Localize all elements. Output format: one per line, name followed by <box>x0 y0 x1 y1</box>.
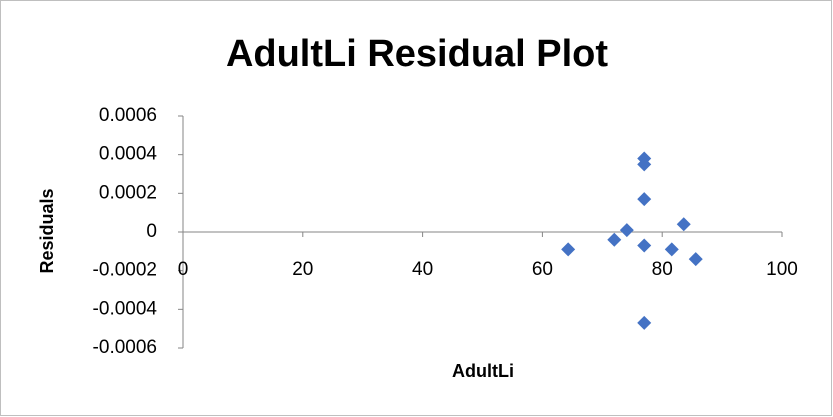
x-axis-label: AdultLi <box>452 361 514 381</box>
y-tick-label: 0 <box>146 221 157 242</box>
chart-title: AdultLi Residual Plot <box>226 33 608 75</box>
x-tick-label: 100 <box>766 259 798 280</box>
point <box>688 252 703 267</box>
point <box>637 192 652 207</box>
point <box>607 232 622 247</box>
y-axis-label: Residuals <box>37 188 57 273</box>
x-tick-label: 0 <box>178 259 189 280</box>
y-tick-label: -0.0004 <box>93 298 158 319</box>
x-tick-label: 80 <box>652 259 673 280</box>
point <box>637 238 652 253</box>
y-tick-label: 0.0006 <box>99 105 157 126</box>
point <box>637 315 652 330</box>
x-tick-label: 60 <box>532 259 553 280</box>
point <box>664 242 679 257</box>
x-tick-label: 20 <box>292 259 313 280</box>
y-tick-label: -0.0002 <box>93 260 157 281</box>
y-tick-label: 0.0002 <box>99 182 157 203</box>
x-tick-label: 40 <box>412 259 433 280</box>
y-tick-label: -0.0006 <box>93 337 157 358</box>
point <box>637 157 652 172</box>
point <box>619 223 634 238</box>
point <box>676 217 691 232</box>
point <box>561 242 576 257</box>
y-tick-label: 0.0004 <box>99 144 158 165</box>
